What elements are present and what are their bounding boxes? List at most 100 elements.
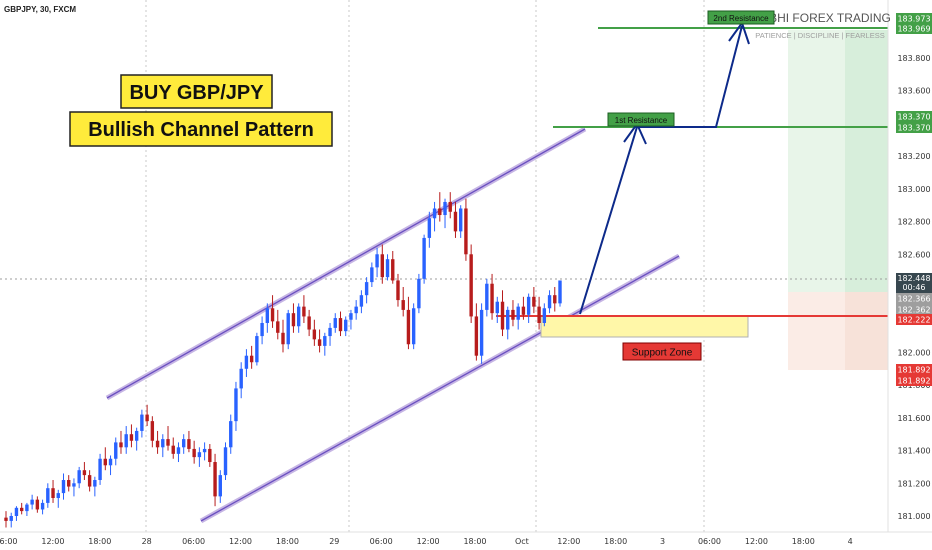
candle[interactable] [558, 280, 562, 307]
candle[interactable] [286, 309, 290, 350]
bullish-channel[interactable] [105, 126, 681, 524]
candle[interactable] [56, 489, 60, 508]
candle[interactable] [82, 462, 87, 481]
candle[interactable] [291, 303, 296, 333]
candle[interactable] [129, 424, 134, 448]
candle[interactable] [166, 426, 170, 451]
candle[interactable] [249, 345, 254, 369]
symbol-header[interactable]: GBPJPY, 30, FXCM [4, 5, 76, 14]
candle[interactable] [469, 244, 473, 323]
candle[interactable] [506, 306, 510, 340]
candle[interactable] [145, 404, 149, 427]
candle[interactable] [192, 440, 196, 464]
candle[interactable] [187, 430, 191, 453]
candle[interactable] [422, 234, 426, 284]
candle[interactable] [35, 496, 40, 513]
candle[interactable] [208, 444, 212, 467]
candle[interactable] [432, 201, 437, 232]
candle[interactable] [396, 273, 400, 307]
candle[interactable] [458, 205, 463, 238]
candle[interactable] [108, 455, 113, 476]
candle[interactable] [438, 192, 442, 222]
candle[interactable] [359, 290, 364, 314]
candle[interactable] [302, 295, 306, 323]
candle[interactable] [229, 414, 233, 454]
candle[interactable] [25, 502, 29, 516]
candle[interactable] [411, 303, 416, 350]
candle[interactable] [312, 319, 317, 346]
candle[interactable] [119, 430, 123, 454]
candle[interactable] [511, 300, 515, 327]
candle[interactable] [171, 437, 175, 459]
candle[interactable] [124, 426, 128, 454]
candle[interactable] [161, 434, 165, 458]
candle[interactable] [72, 478, 76, 497]
candle[interactable] [176, 442, 181, 463]
candle[interactable] [537, 296, 541, 330]
candle[interactable] [448, 192, 452, 219]
candle[interactable] [553, 287, 557, 312]
candle[interactable] [4, 511, 8, 528]
candle[interactable] [364, 277, 369, 304]
candle[interactable] [391, 251, 395, 284]
candle[interactable] [516, 303, 520, 330]
candle[interactable] [338, 311, 343, 337]
candle[interactable] [344, 316, 348, 337]
candle[interactable] [150, 416, 155, 448]
candle[interactable] [354, 300, 358, 320]
candle[interactable] [244, 349, 249, 377]
candle[interactable] [375, 247, 379, 278]
candle[interactable] [46, 483, 50, 508]
candle[interactable] [134, 427, 139, 451]
candle[interactable] [485, 278, 489, 317]
candle[interactable] [281, 319, 285, 353]
candle[interactable] [40, 499, 45, 515]
candle[interactable] [98, 453, 102, 485]
candle[interactable] [234, 381, 238, 431]
support-label[interactable]: Support Zone [632, 348, 693, 359]
candle[interactable] [255, 332, 259, 366]
candle[interactable] [547, 290, 552, 314]
candle[interactable] [202, 442, 207, 461]
candle[interactable] [542, 303, 547, 327]
candle[interactable] [521, 296, 526, 320]
candle[interactable] [197, 447, 202, 467]
candle[interactable] [14, 506, 19, 521]
channel-upper-line[interactable] [106, 128, 586, 399]
candle[interactable] [500, 290, 505, 337]
candle[interactable] [349, 309, 353, 330]
candle[interactable] [385, 254, 390, 281]
candle[interactable] [218, 470, 222, 503]
candle[interactable] [239, 362, 243, 399]
candle[interactable] [87, 470, 92, 492]
candle[interactable] [526, 293, 531, 323]
candle[interactable] [406, 296, 411, 350]
candle[interactable] [370, 262, 374, 287]
candle[interactable] [532, 287, 536, 314]
candle[interactable] [307, 309, 311, 337]
candle[interactable] [479, 303, 484, 364]
candle[interactable] [93, 476, 97, 497]
candle[interactable] [474, 303, 479, 361]
candle[interactable] [140, 409, 144, 438]
candle[interactable] [380, 244, 385, 284]
candle[interactable] [328, 322, 332, 346]
candle[interactable] [103, 447, 108, 471]
candle[interactable] [495, 296, 499, 323]
time-axis[interactable] [0, 532, 932, 550]
candle[interactable] [223, 442, 228, 481]
candle[interactable] [260, 316, 264, 345]
candle[interactable] [51, 480, 55, 503]
candle[interactable] [30, 494, 34, 510]
candle[interactable] [61, 473, 66, 500]
candle[interactable] [213, 453, 217, 507]
candle[interactable] [490, 273, 494, 320]
candle[interactable] [270, 295, 275, 328]
candle[interactable] [19, 502, 24, 515]
candle[interactable] [333, 313, 337, 333]
candle[interactable] [181, 434, 186, 454]
candle[interactable] [464, 198, 468, 261]
candle[interactable] [443, 198, 447, 229]
candle[interactable] [9, 512, 13, 528]
